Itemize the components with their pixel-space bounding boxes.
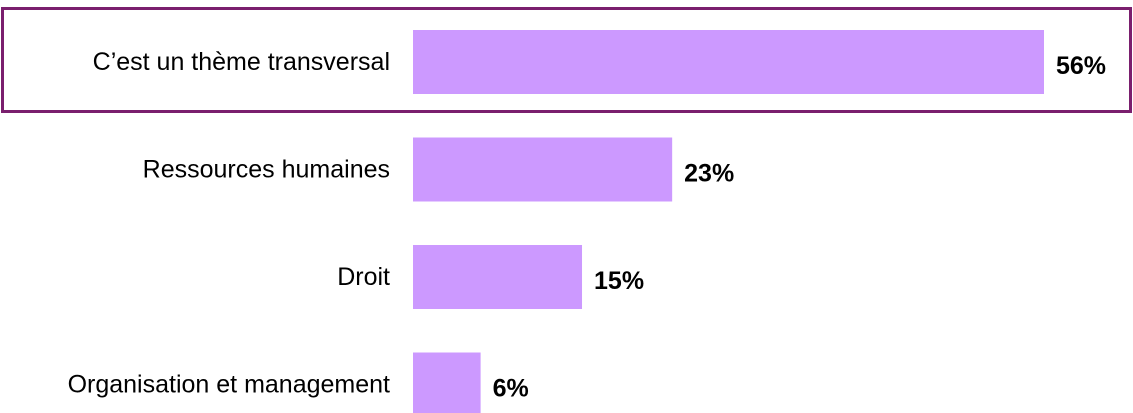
- bar-2: [413, 245, 583, 309]
- value-label-2: 15%: [594, 267, 644, 295]
- bar-0: [413, 30, 1044, 94]
- bars-layer: C’est un thème transversal 56% Ressources …: [68, 30, 1106, 413]
- value-label-0: 56%: [1056, 52, 1106, 80]
- bar-1: [413, 137, 673, 202]
- category-label-2: Droit: [337, 263, 390, 291]
- category-label-3: Organisation et management: [68, 371, 390, 399]
- value-label-1: 23%: [684, 160, 734, 188]
- bar-3: [413, 352, 481, 413]
- value-label-3: 6%: [493, 375, 529, 403]
- category-label-0: C’est un thème transversal: [93, 48, 390, 76]
- highlight-box: [1, 7, 1132, 113]
- category-label-1: Ressources humaines: [143, 156, 390, 184]
